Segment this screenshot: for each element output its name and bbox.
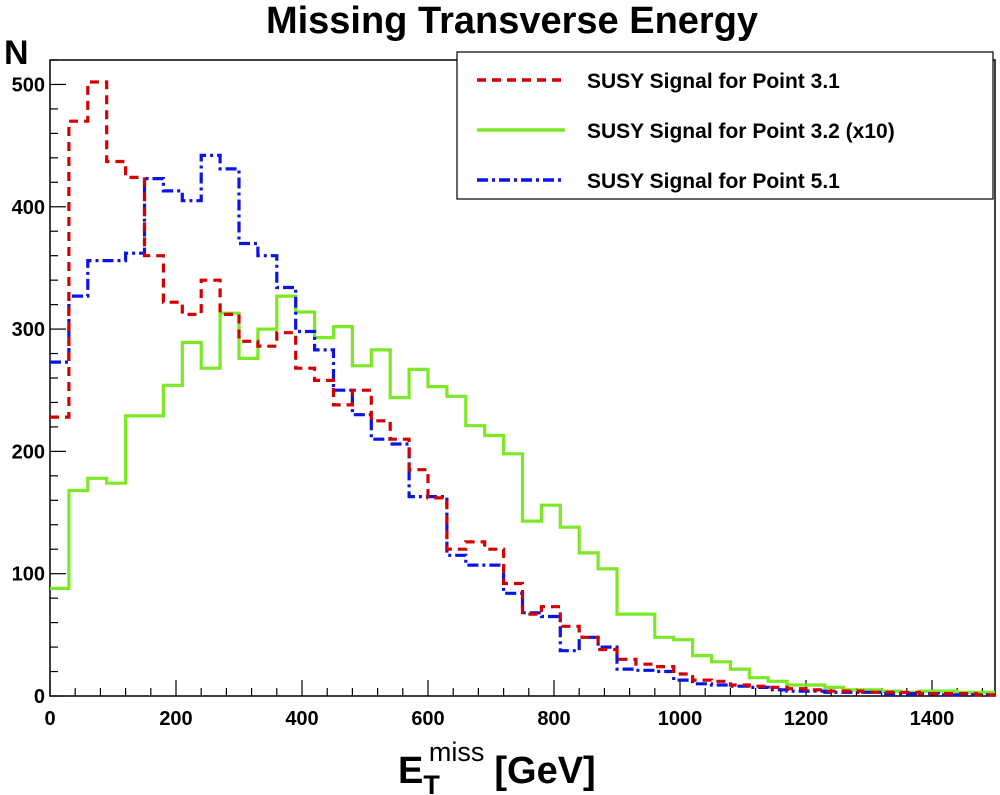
legend-box	[456, 51, 994, 200]
series-line-2	[50, 294, 995, 694]
x-axis-label-subscript: T	[423, 770, 440, 795]
legend: SUSY Signal for Point 3.1 SUSY Signal for…	[456, 51, 994, 200]
x-axis: 0 200 400 600 800 1000 1200 1400	[44, 680, 984, 730]
x-axis-label: ETmiss [GeV]	[398, 737, 596, 795]
y-tick-label: 300	[12, 319, 45, 341]
legend-label-1: SUSY Signal for Point 3.1	[587, 70, 840, 93]
y-tick-label: 500	[12, 74, 45, 96]
y-axis-label: N	[4, 34, 29, 72]
chart-title: Missing Transverse Energy	[266, 0, 758, 42]
x-tick-label: 200	[159, 708, 192, 730]
y-tick-label: 0	[34, 686, 45, 708]
x-tick-label: 1400	[910, 708, 955, 730]
y-axis: 0 100 200 300 400 500	[12, 59, 66, 708]
x-tick-label: 800	[537, 708, 570, 730]
legend-label-2: SUSY Signal for Point 3.2 (x10)	[587, 120, 895, 143]
x-axis-label-superscript: miss	[429, 737, 485, 767]
x-tick-label: 0	[44, 708, 55, 730]
x-axis-label-main: E	[398, 750, 423, 792]
y-tick-label: 400	[12, 197, 45, 219]
x-tick-label: 600	[411, 708, 444, 730]
x-tick-label: 400	[285, 708, 318, 730]
x-tick-label: 1200	[784, 708, 829, 730]
x-tick-label: 1000	[658, 708, 703, 730]
x-axis-label-unit: [GeV]	[494, 750, 595, 792]
legend-label-3: SUSY Signal for Point 5.1	[587, 170, 840, 193]
y-tick-label: 200	[12, 441, 45, 463]
series-layer	[50, 80, 995, 697]
series-line-1	[50, 80, 995, 697]
y-tick-label: 100	[12, 564, 45, 586]
